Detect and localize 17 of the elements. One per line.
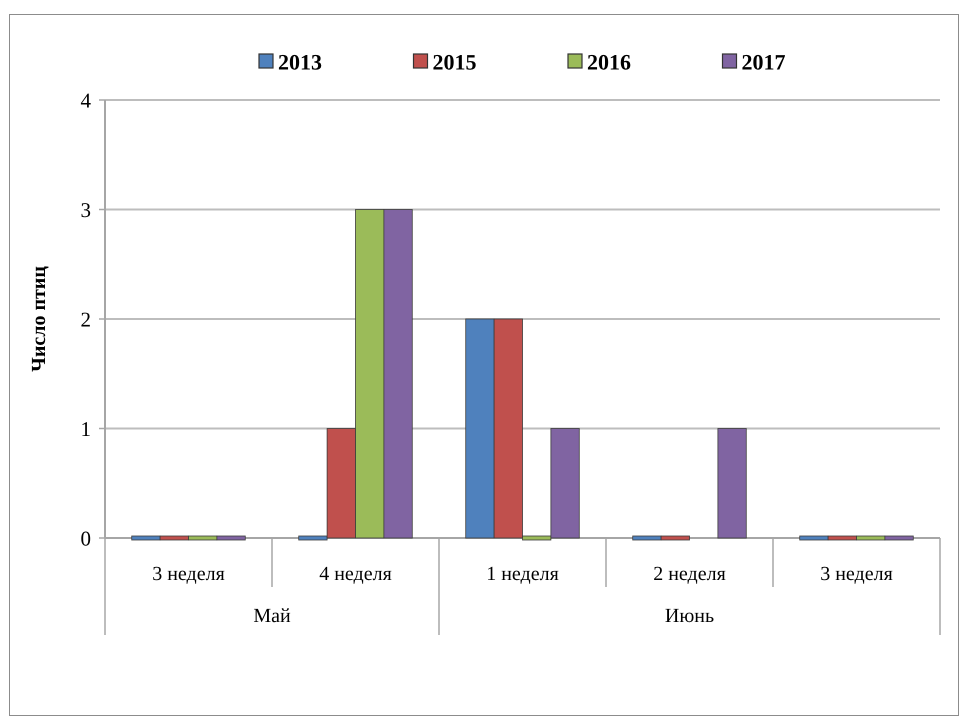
y-tick-label: 4 <box>80 88 92 112</box>
x-tick-label: 3 неделя <box>820 563 893 585</box>
x-tick-label: 1 неделя <box>486 563 559 585</box>
y-tick-label: 2 <box>80 307 91 332</box>
x-tick-label: 4 неделя <box>319 563 392 585</box>
text: Май <box>253 605 291 627</box>
legend-label: 2013 <box>278 50 322 75</box>
y-tick-label: 1 <box>80 416 91 441</box>
x-tick-label: 2 неделя <box>653 563 726 585</box>
legend-label: 2016 <box>587 50 631 75</box>
y-tick-label: 3 <box>80 198 91 222</box>
legend-label: 2015 <box>432 50 476 75</box>
text: Июнь <box>664 605 714 627</box>
x-tick-label: 3 неделя <box>152 563 225 585</box>
legend-label: 2017 <box>742 50 786 75</box>
y-tick-label: 0 <box>80 526 91 550</box>
y-axis-title: Число птиц <box>28 266 50 372</box>
